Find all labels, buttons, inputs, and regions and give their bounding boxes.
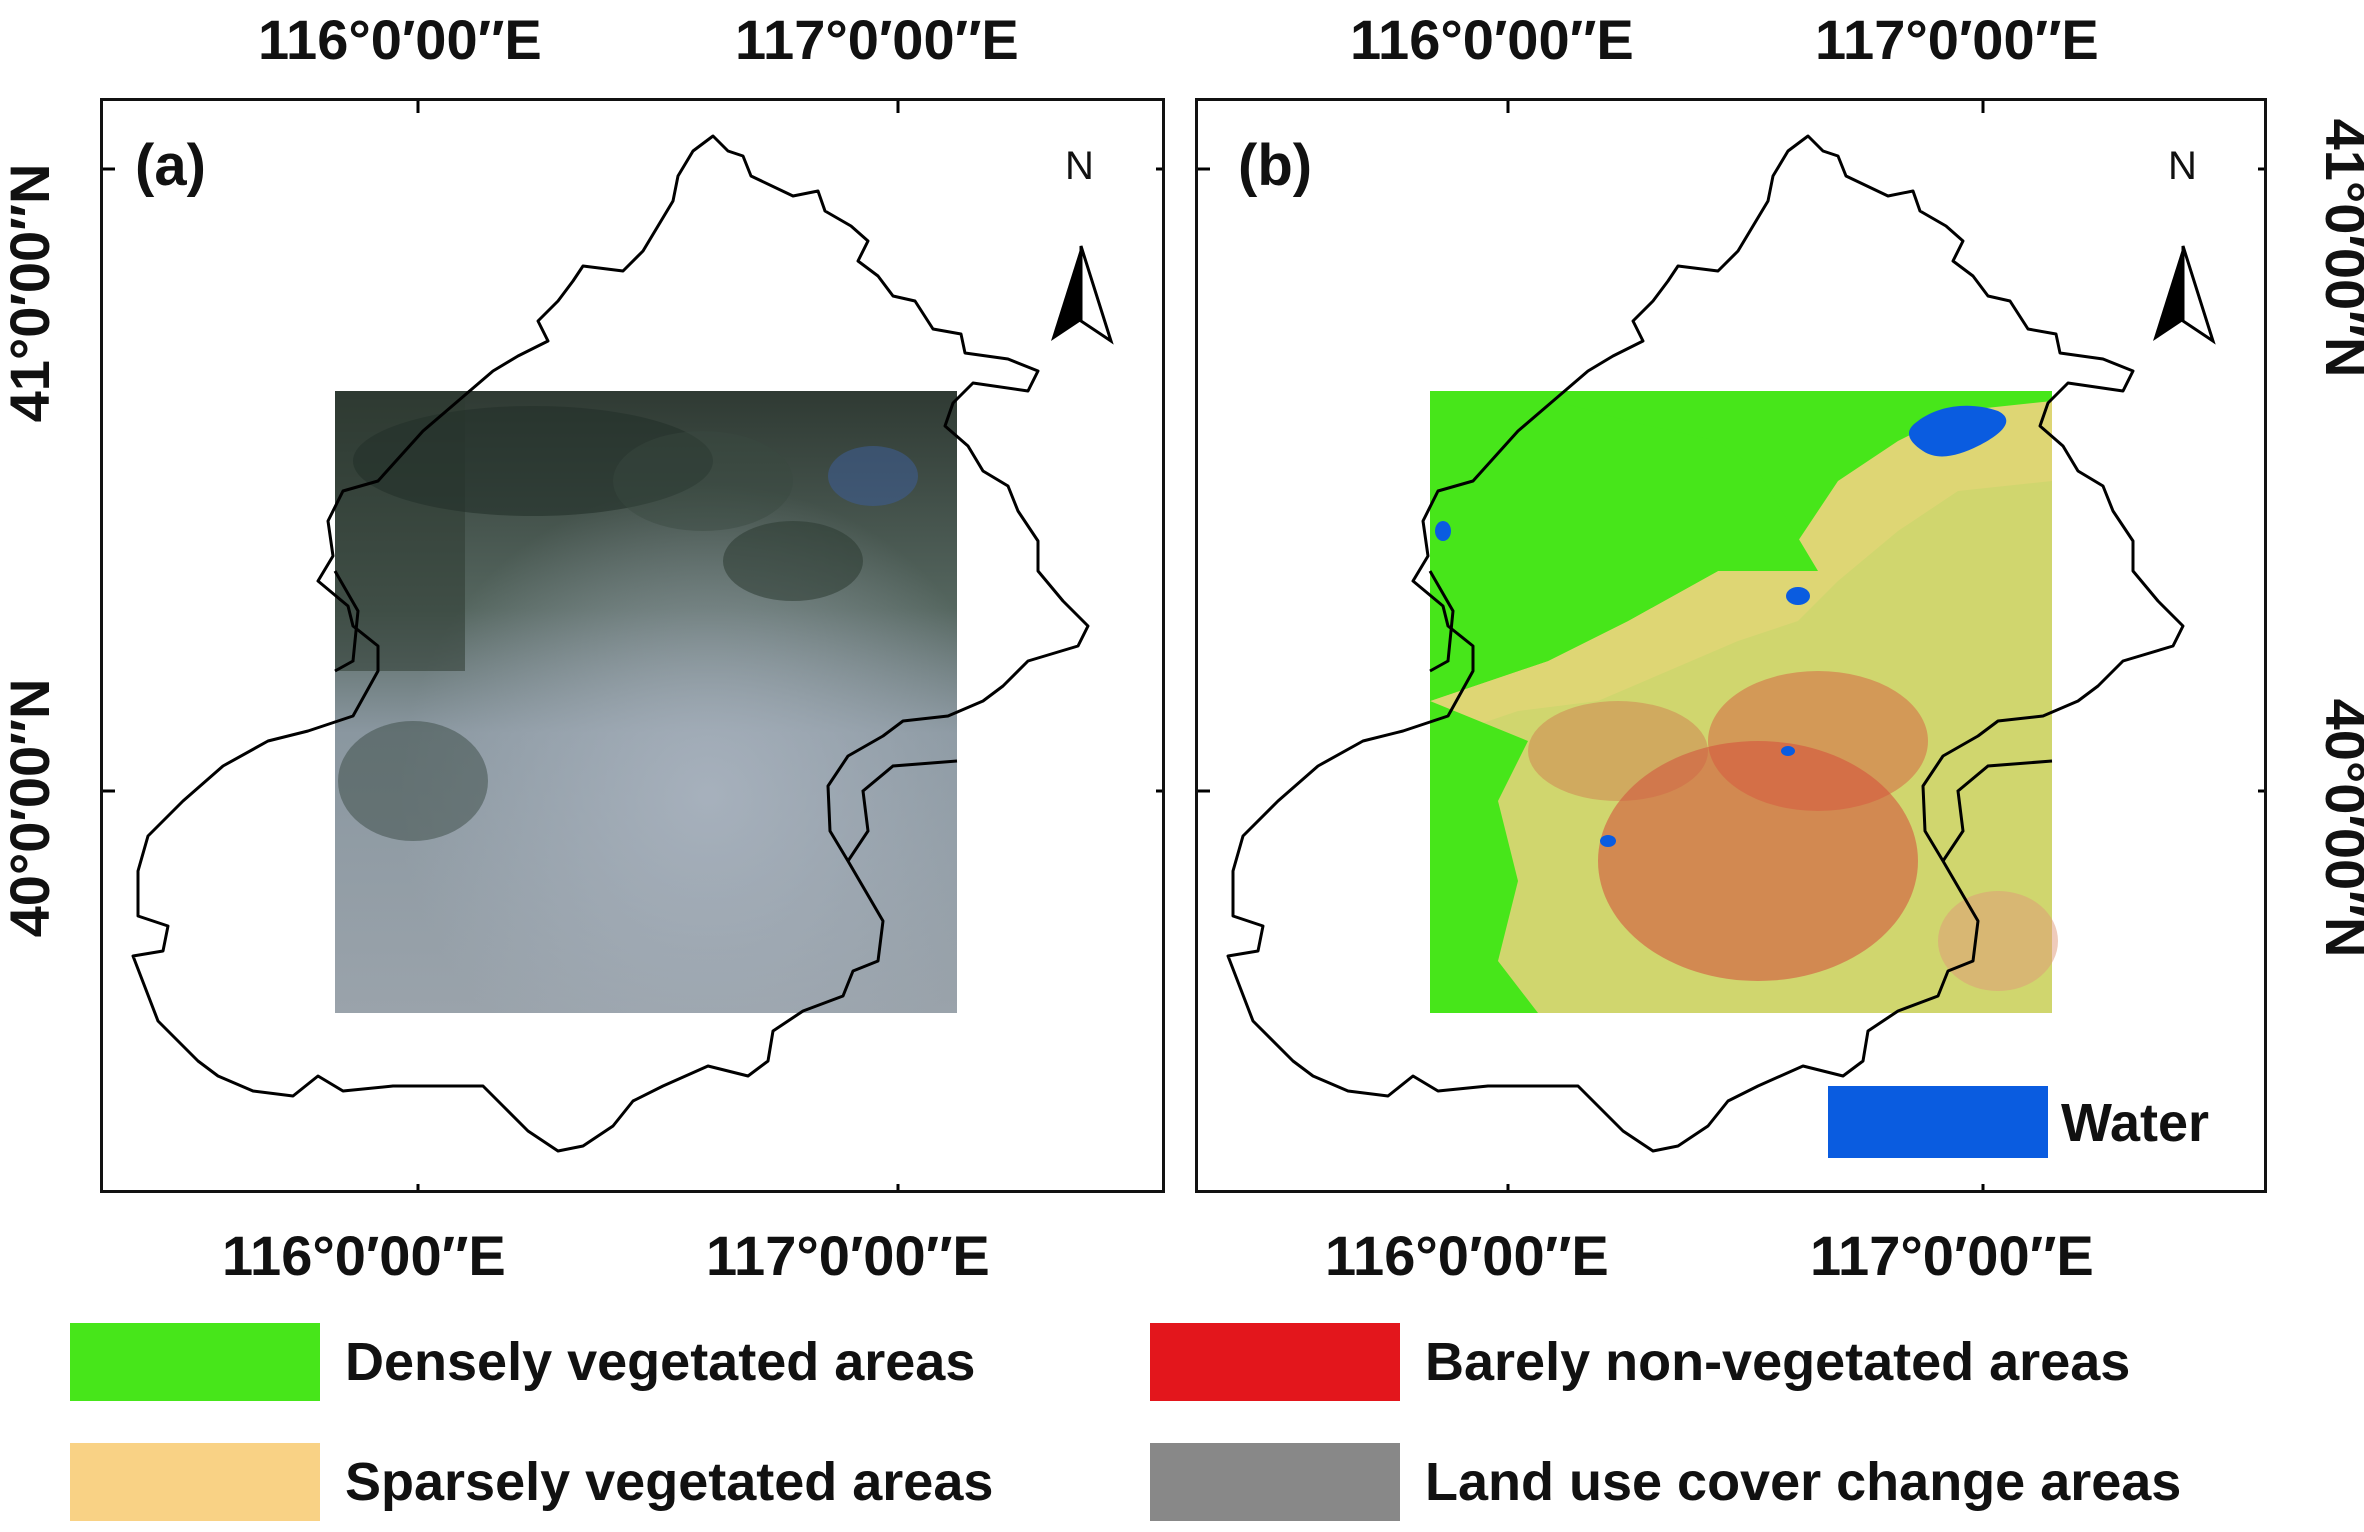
- legend-label-sparse: Sparsely vegetated areas: [345, 1452, 994, 1512]
- north-label-b: N: [2168, 144, 2197, 188]
- classified-image: [1430, 391, 2058, 1013]
- legend-label-dense: Densely vegetated areas: [345, 1332, 976, 1392]
- top-lon-label-b-117: 117°0′00″E: [1815, 8, 2099, 71]
- panel-letter-b: (b): [1238, 133, 1313, 198]
- bottom-lon-label-a-117: 117°0′00″E: [706, 1224, 990, 1287]
- legend-swatch-change: [1150, 1443, 1400, 1521]
- legend-swatch-barely: [1150, 1323, 1400, 1401]
- map-panel-b: (b) N Water: [1195, 98, 2267, 1193]
- legend-swatch-dense: [70, 1323, 320, 1401]
- right-lat-label-40: 40°0′00″N: [2314, 698, 2364, 958]
- top-lon-label-b-116: 116°0′00″E: [1350, 8, 1634, 71]
- legend-label-change: Land use cover change areas: [1425, 1452, 2182, 1512]
- bottom-lon-label-a-116: 116°0′00″E: [222, 1224, 506, 1287]
- north-label-a: N: [1065, 144, 1094, 188]
- top-lon-label-a-116: 116°0′00″E: [258, 8, 542, 71]
- legend-swatch-sparse: [70, 1443, 320, 1521]
- panel-letter-a: (a): [135, 133, 206, 198]
- map-panel-a-svg: [103, 101, 1162, 1190]
- district-line-a: [333, 570, 958, 862]
- water-legend-swatch: [1828, 1086, 2048, 1158]
- right-lat-label-41: 41°0′00″N: [2314, 118, 2364, 378]
- legend-label-barely: Barely non-vegetated areas: [1425, 1332, 2131, 1392]
- map-panel-a: (a) N: [100, 98, 1165, 1193]
- district-line-b: [1428, 570, 2053, 862]
- left-lat-label-41: 41°0′00″N: [0, 163, 61, 423]
- north-arrow-icon-b: [2153, 245, 2216, 345]
- water-legend-label: Water: [2061, 1093, 2210, 1153]
- bottom-lon-label-b-116: 116°0′00″E: [1325, 1224, 1609, 1287]
- map-panel-b-svg: [1198, 101, 2264, 1190]
- satellite-image: [335, 391, 957, 1013]
- bottom-lon-label-b-117: 117°0′00″E: [1810, 1224, 2094, 1287]
- beijing-boundary-b: [1226, 134, 2185, 1153]
- left-lat-label-40: 40°0′00″N: [0, 678, 61, 938]
- top-lon-label-a-117: 117°0′00″E: [735, 8, 1019, 71]
- beijing-boundary-a: [131, 134, 1090, 1153]
- north-arrow-icon: [1051, 245, 1114, 345]
